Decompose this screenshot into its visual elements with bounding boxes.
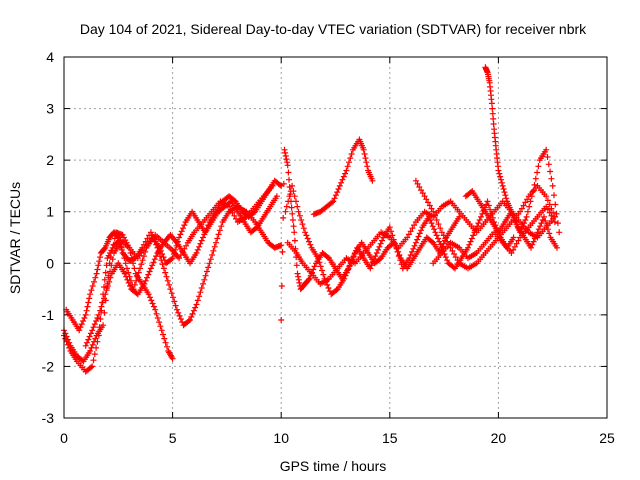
data-series-track-11	[430, 203, 558, 267]
plot-frame	[63, 56, 608, 419]
data-points-track-3	[63, 203, 285, 334]
data-series-track-13	[462, 188, 560, 251]
chart-title: Day 104 of 2021, Sidereal Day-to-day VTE…	[80, 21, 587, 37]
y-tick-label: 4	[46, 49, 54, 65]
x-tick-label: 10	[273, 430, 289, 446]
points-layer	[61, 64, 563, 375]
grid-layer	[64, 57, 607, 418]
y-tick-label: 0	[46, 255, 54, 271]
y-tick-label: -2	[42, 358, 55, 374]
data-points-track-11	[430, 203, 558, 267]
x-tick-label: 25	[599, 430, 615, 446]
data-series-track-3	[63, 203, 285, 334]
data-points-track-10	[412, 177, 558, 272]
data-points-track-7	[282, 182, 517, 298]
data-points-track-8	[310, 136, 376, 218]
data-series-track-10	[412, 177, 558, 272]
x-tick-label: 0	[60, 430, 68, 446]
data-series-track-7	[282, 182, 517, 298]
y-tick-label: 2	[46, 152, 54, 168]
data-series-track-5	[104, 193, 280, 293]
tick-layer: 0 5 10 15 20 25 -3 -2 -1 0 1 2 3 4	[42, 49, 615, 446]
y-tick-label: -3	[42, 410, 55, 426]
y-tick-label: 3	[46, 101, 54, 117]
x-tick-label: 5	[169, 430, 177, 446]
data-series-track-8	[310, 136, 376, 218]
y-tick-label: -1	[42, 307, 55, 323]
data-points-track-13	[462, 188, 560, 251]
x-axis-label: GPS time / hours	[280, 458, 387, 474]
y-tick-label: 1	[46, 204, 54, 220]
y-axis-label: SDTVAR / TECUs	[7, 182, 23, 294]
x-tick-label: 20	[491, 430, 507, 446]
data-points-track-5	[104, 193, 280, 293]
x-tick-label: 15	[382, 430, 398, 446]
